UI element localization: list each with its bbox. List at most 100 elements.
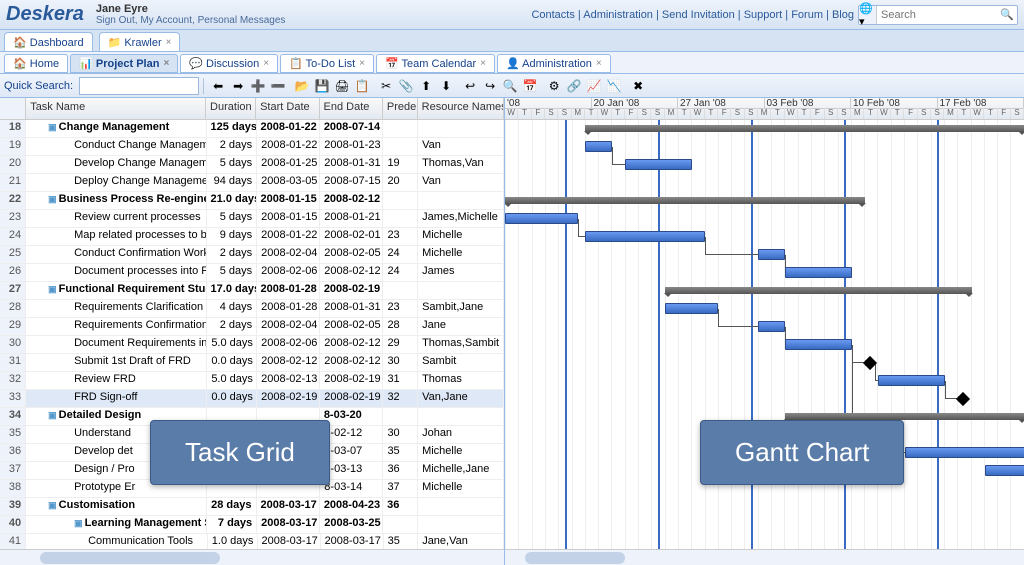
toolbar-button[interactable]: ↪ [480,76,500,96]
task-pred[interactable]: 36 [383,462,418,479]
task-name[interactable]: Requirements Confirmation work [26,318,207,335]
task-duration[interactable]: 5 days [207,264,257,281]
task-resource[interactable] [418,282,504,299]
task-resource[interactable]: Michelle,Jane [418,462,504,479]
task-row[interactable]: 25 Conduct Confirmation Workshop 2 days … [0,246,504,264]
task-pred[interactable]: 19 [383,156,418,173]
task-pred[interactable]: 30 [383,426,418,443]
task-end[interactable]: 2008-02-01 [320,228,383,245]
gantt-summary-bar[interactable] [665,287,972,294]
task-start[interactable]: 2008-02-19 [257,390,320,407]
toolbar-button[interactable]: 📋 [352,76,372,96]
task-resource[interactable] [418,120,504,137]
topnav-link[interactable]: Send Invitation [662,9,735,21]
task-row[interactable]: 39 ▣Customisation 28 days 2008-03-17 200… [0,498,504,516]
grid-hscroll[interactable] [0,549,504,565]
task-resource[interactable]: Thomas,Sambit [418,336,504,353]
task-resource[interactable]: Van,Jane [418,390,504,407]
task-row[interactable]: 31 Submit 1st Draft of FRD 0.0 days 2008… [0,354,504,372]
task-start[interactable]: 2008-02-04 [257,246,320,263]
task-duration[interactable]: 0.0 days [207,390,257,407]
sub-tab[interactable]: 📅 Team Calendar× [376,54,495,73]
global-search[interactable]: 🌐▾ 🔍 [858,5,1018,25]
close-icon[interactable]: × [263,58,269,69]
toolbar-button[interactable]: 📉 [604,76,624,96]
task-duration[interactable]: 2 days [207,246,257,263]
task-resource[interactable]: Michelle [418,480,504,497]
expand-icon[interactable]: ▣ [48,284,57,294]
task-end[interactable]: 2008-01-31 [320,300,383,317]
gantt-task-bar[interactable] [758,321,785,332]
main-tab[interactable]: 🏠 Dashboard [4,32,93,51]
task-start[interactable]: 2008-02-13 [257,372,320,389]
task-name[interactable]: Conduct Confirmation Workshop [26,246,207,263]
task-row[interactable]: 24 Map related processes to best p 9 day… [0,228,504,246]
task-end[interactable]: 2008-02-05 [320,246,383,263]
task-resource[interactable]: Thomas [418,372,504,389]
task-resource[interactable]: Van [418,174,504,191]
task-resource[interactable]: Thomas,Van [418,156,504,173]
task-row[interactable]: 18 ▣Change Management 125 days 2008-01-2… [0,120,504,138]
globe-icon[interactable]: 🌐▾ [859,6,877,24]
task-start[interactable]: 2008-03-17 [257,516,320,533]
close-icon[interactable]: × [163,58,169,69]
task-name[interactable]: Requirements Clarification Works [26,300,207,317]
close-icon[interactable]: × [480,58,486,69]
task-end[interactable]: 2008-02-19 [320,390,383,407]
gantt-task-bar[interactable] [505,213,578,224]
task-resource[interactable]: Van [418,138,504,155]
task-start[interactable]: 2008-01-28 [257,282,320,299]
task-pred[interactable] [383,120,418,137]
sub-tab[interactable]: 💬 Discussion× [180,54,278,73]
expand-icon[interactable]: ▣ [48,500,57,510]
task-pred[interactable]: 23 [383,300,418,317]
task-start[interactable]: 2008-01-15 [257,210,320,227]
toolbar-button[interactable]: ↩ [460,76,480,96]
sub-tab[interactable]: 🏠 Home [4,54,68,73]
task-pred[interactable] [383,192,418,209]
task-duration[interactable]: 5.0 days [207,372,257,389]
task-resource[interactable]: Johan [418,426,504,443]
task-pred[interactable]: 20 [383,174,418,191]
toolbar-button[interactable]: 📎 [396,76,416,96]
task-duration[interactable]: 21.0 days [207,192,257,209]
toolbar-button[interactable]: 📂 [292,76,312,96]
quick-search-input[interactable] [79,77,199,95]
task-end[interactable]: 2008-02-05 [320,318,383,335]
sub-tab[interactable]: 📊 Project Plan× [70,54,178,73]
task-row[interactable]: 28 Requirements Clarification Works 4 da… [0,300,504,318]
topnav-link[interactable]: Contacts [531,9,574,21]
topnav-link[interactable]: Blog [832,9,854,21]
close-icon[interactable]: × [166,37,172,48]
task-end[interactable]: 2008-07-14 [320,120,383,137]
task-resource[interactable]: Sambit,Jane [418,300,504,317]
task-name[interactable]: ▣Learning Management Syste [26,516,207,533]
task-row[interactable]: 23 Review current processes 5 days 2008-… [0,210,504,228]
col-header[interactable]: End Date [320,98,383,119]
col-header[interactable]: Prede [383,98,418,119]
toolbar-button[interactable]: ⬇ [436,76,456,96]
task-pred[interactable]: 36 [383,498,418,515]
task-end[interactable]: 2008-02-12 [320,192,383,209]
toolbar-button[interactable]: 📈 [584,76,604,96]
user-link[interactable]: My Account [140,15,192,26]
col-header[interactable]: Task Name [26,98,206,119]
col-header[interactable]: Duration [206,98,256,119]
gantt-body[interactable] [505,120,1024,565]
toolbar-button[interactable]: ⬆ [416,76,436,96]
task-end[interactable]: 2008-02-12 [320,264,383,281]
expand-icon[interactable]: ▣ [48,410,57,420]
task-name[interactable]: Conduct Change Management Pl [26,138,207,155]
task-resource[interactable] [418,408,504,425]
task-end[interactable]: 2008-02-12 [320,354,383,371]
task-end[interactable]: 2008-04-23 [320,498,383,515]
task-resource[interactable] [418,192,504,209]
task-end[interactable]: 2008-01-31 [320,156,383,173]
task-duration[interactable]: 4 days [207,300,257,317]
task-resource[interactable] [418,498,504,515]
task-name[interactable]: FRD Sign-off [26,390,207,407]
task-name[interactable]: ▣Change Management [26,120,206,137]
col-header[interactable]: Resource Names [418,98,504,119]
gantt-summary-bar[interactable] [585,125,1024,132]
task-end[interactable]: 2008-02-12 [320,336,383,353]
